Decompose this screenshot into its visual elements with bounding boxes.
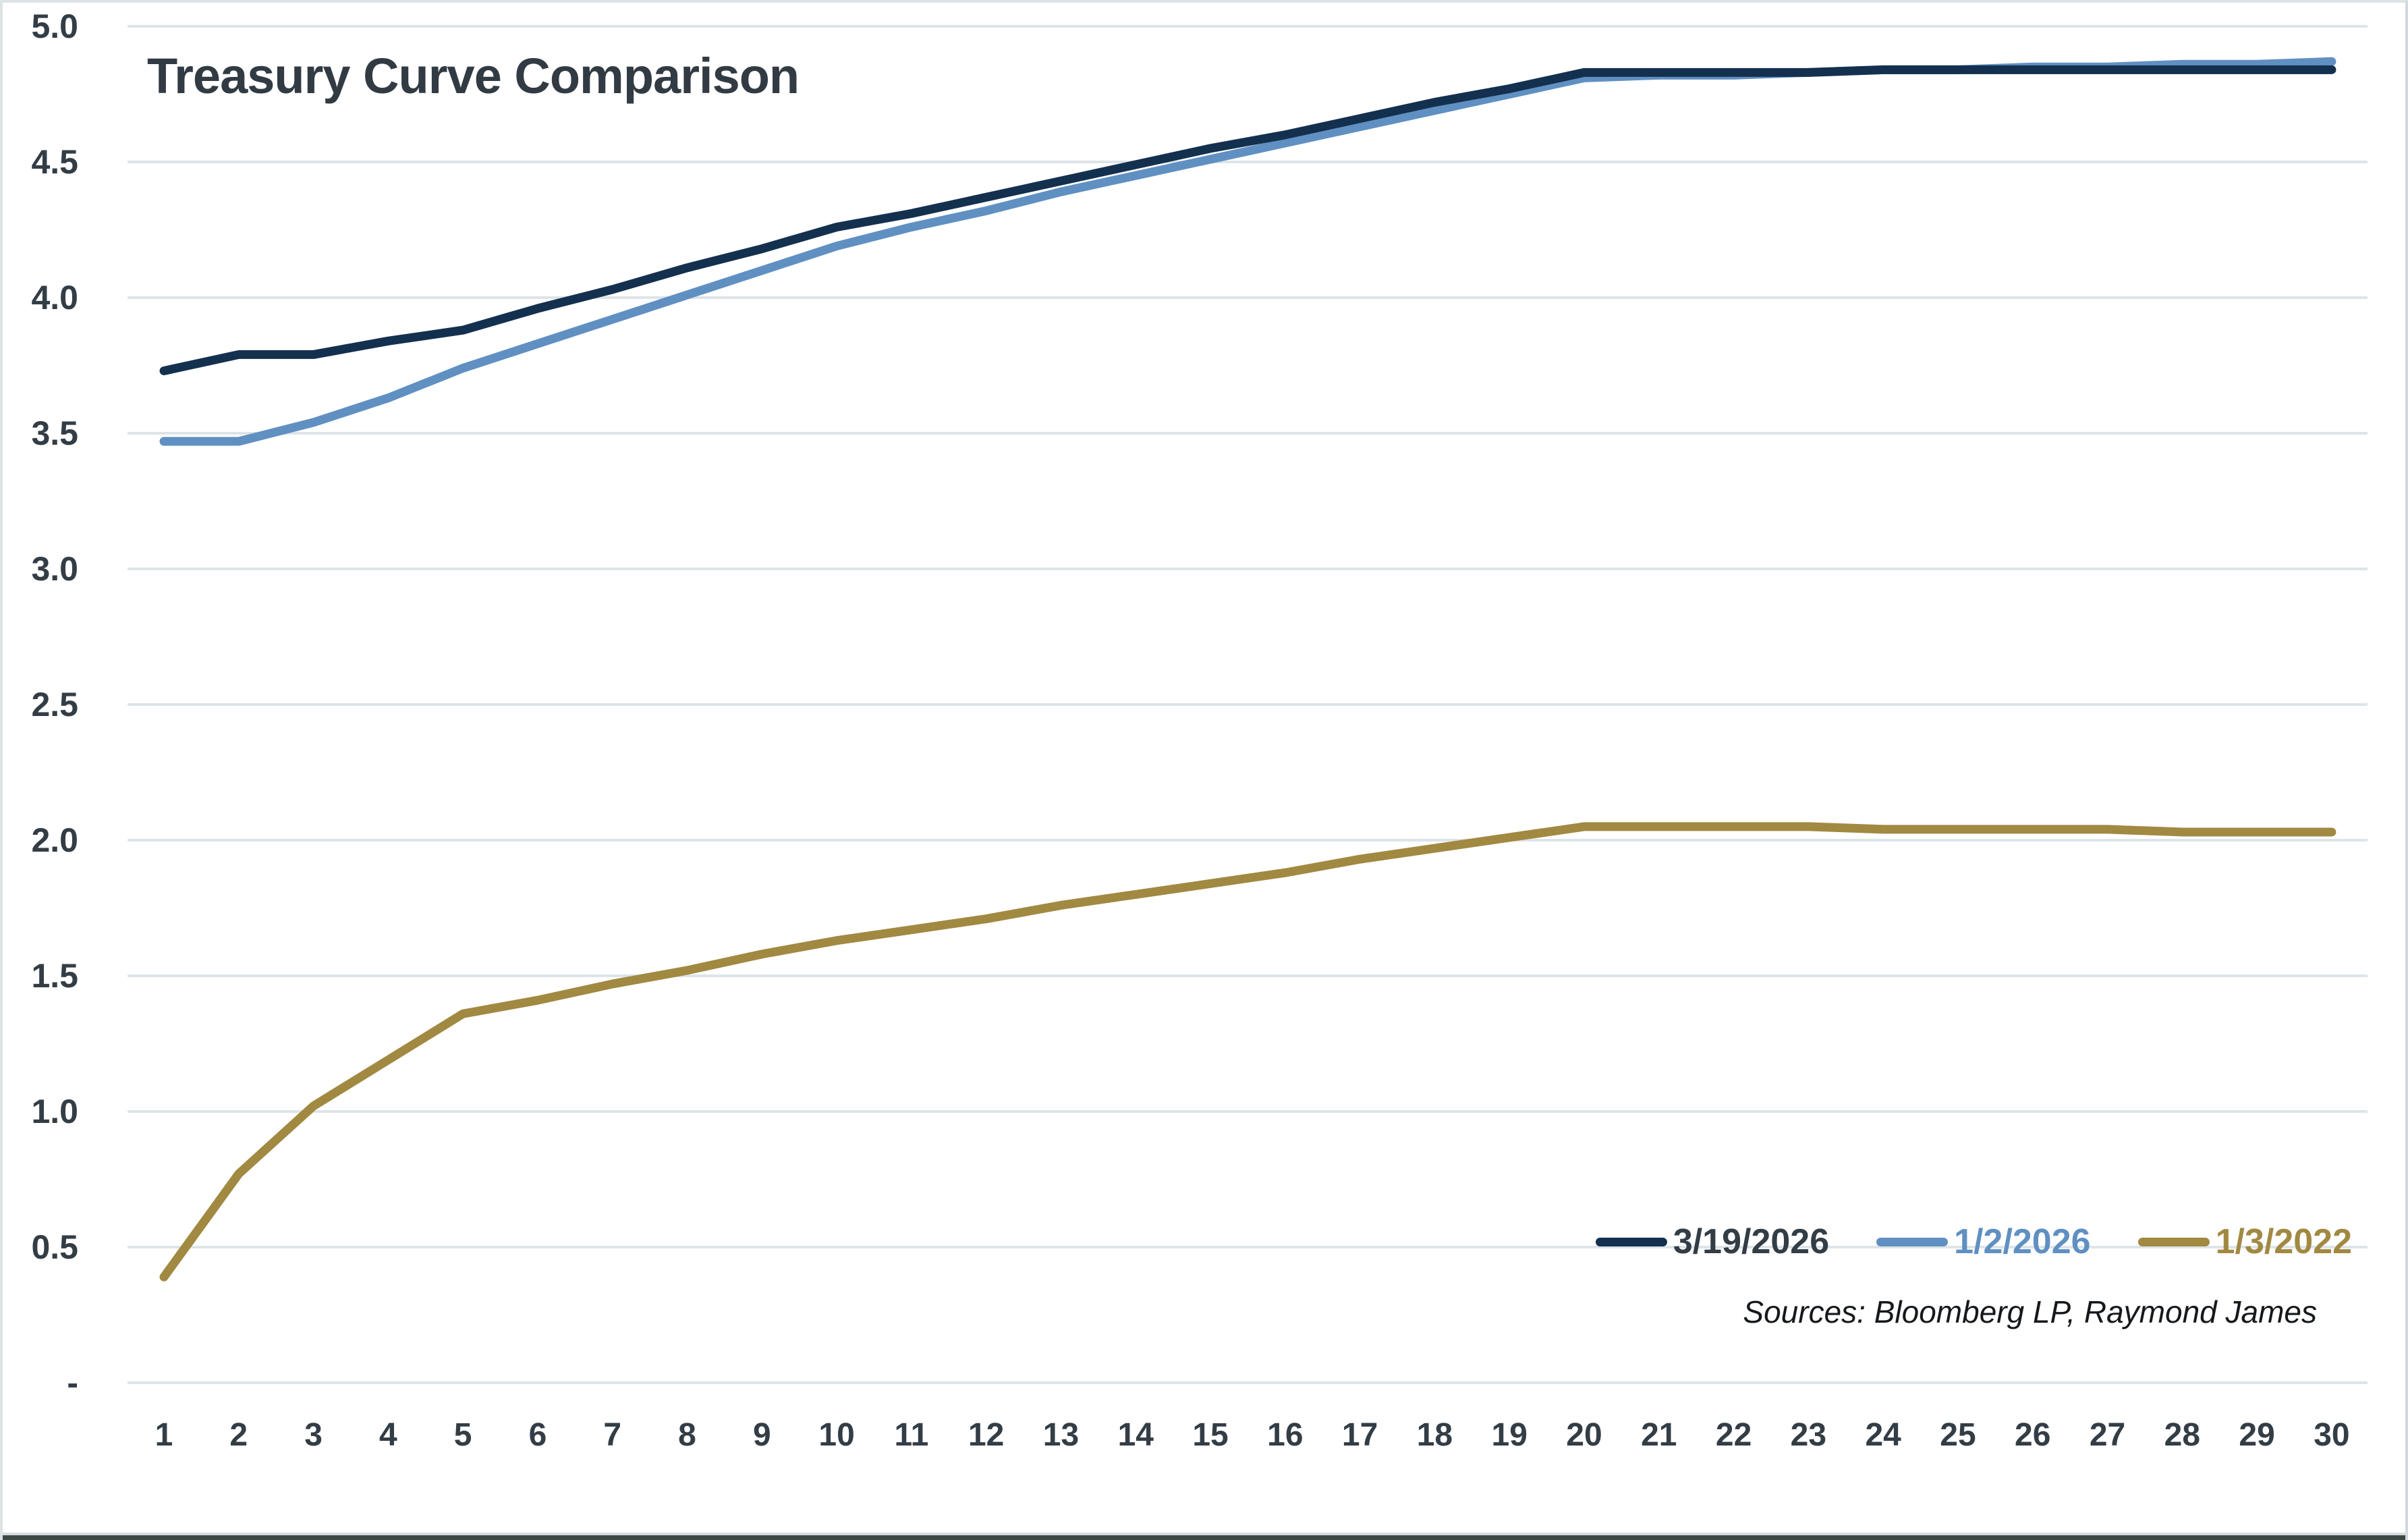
y-tick-label--: -	[67, 1364, 78, 1402]
x-tick-label-25: 25	[1940, 1417, 1976, 1453]
x-tick-label-8: 8	[678, 1417, 696, 1453]
y-tick-label-3.0: 3.0	[31, 550, 78, 588]
y-tick-label-4.0: 4.0	[31, 279, 78, 317]
y-tick-label-1.5: 1.5	[31, 957, 78, 995]
chart-title: Treasury Curve Comparison	[147, 48, 800, 104]
y-tick-label-1.0: 1.0	[31, 1093, 78, 1130]
x-tick-label-10: 10	[818, 1417, 855, 1453]
legend-dash-icon	[2137, 1237, 2210, 1246]
bottom-border-dark	[3, 1535, 2405, 1540]
line-chart-canvas	[128, 25, 2368, 1384]
y-tick-label-5.0: 5.0	[31, 7, 78, 45]
series-lines	[159, 57, 2336, 1282]
x-tick-label-4: 4	[379, 1417, 397, 1453]
x-tick-label-5: 5	[453, 1417, 472, 1453]
x-tick-label-11: 11	[894, 1417, 929, 1453]
x-tick-label-30: 30	[2314, 1417, 2350, 1453]
x-tick-label-16: 16	[1267, 1417, 1304, 1453]
source-note: Sources: Bloomberg LP, Raymond James	[1743, 1294, 2317, 1329]
bottom-border-light	[3, 1533, 2405, 1535]
x-tick-label-20: 20	[1566, 1417, 1602, 1453]
legend-item-1-2-2026: 1/2/2026	[1876, 1221, 2091, 1262]
x-tick-label-28: 28	[2164, 1417, 2201, 1453]
legend: 3/19/2026 1/2/2026 1/3/2022	[1595, 1220, 2352, 1263]
x-tick-label-24: 24	[1865, 1417, 1901, 1453]
x-tick-label-18: 18	[1416, 1417, 1453, 1453]
x-tick-label-7: 7	[603, 1417, 622, 1453]
x-tick-label-13: 13	[1042, 1417, 1080, 1453]
x-tick-label-21: 21	[1641, 1417, 1677, 1453]
x-tick-label-6: 6	[528, 1417, 547, 1453]
legend-dash-icon	[1595, 1237, 1667, 1246]
series-line-1-3-2022	[159, 822, 2336, 1282]
x-tick-label-3: 3	[304, 1417, 323, 1453]
x-tick-label-1: 1	[155, 1417, 173, 1453]
legend-item-1-3-2022: 1/3/2022	[2137, 1221, 2352, 1262]
x-tick-label-26: 26	[2015, 1417, 2051, 1453]
y-tick-label-0.5: 0.5	[31, 1228, 78, 1266]
x-tick-label-27: 27	[2089, 1417, 2126, 1453]
gridlines	[128, 25, 2368, 1384]
x-tick-label-29: 29	[2239, 1417, 2275, 1453]
x-tick-label-9: 9	[752, 1417, 771, 1453]
y-tick-label-2.0: 2.0	[31, 821, 78, 859]
y-tick-label-2.5: 2.5	[31, 686, 78, 723]
legend-label: 3/19/2026	[1673, 1222, 1830, 1261]
x-tick-label-15: 15	[1192, 1417, 1229, 1453]
x-tick-label-14: 14	[1117, 1417, 1154, 1453]
legend-label: 1/2/2026	[1954, 1222, 2091, 1261]
x-tick-label-22: 22	[1715, 1417, 1752, 1453]
legend-label: 1/3/2022	[2215, 1222, 2352, 1261]
legend-item-3-19-2026: 3/19/2026	[1595, 1221, 1830, 1262]
x-tick-label-17: 17	[1341, 1417, 1378, 1453]
x-tick-label-2: 2	[229, 1417, 248, 1453]
series-line-1-2-2026	[159, 57, 2336, 446]
series-line-3-19-2026	[159, 65, 2336, 376]
legend-dash-icon	[1876, 1237, 1949, 1246]
x-tick-label-12: 12	[968, 1417, 1005, 1453]
y-tick-label-4.5: 4.5	[31, 143, 78, 181]
y-tick-label-3.5: 3.5	[31, 414, 78, 452]
x-tick-label-19: 19	[1491, 1417, 1528, 1453]
x-tick-label-23: 23	[1790, 1417, 1827, 1453]
